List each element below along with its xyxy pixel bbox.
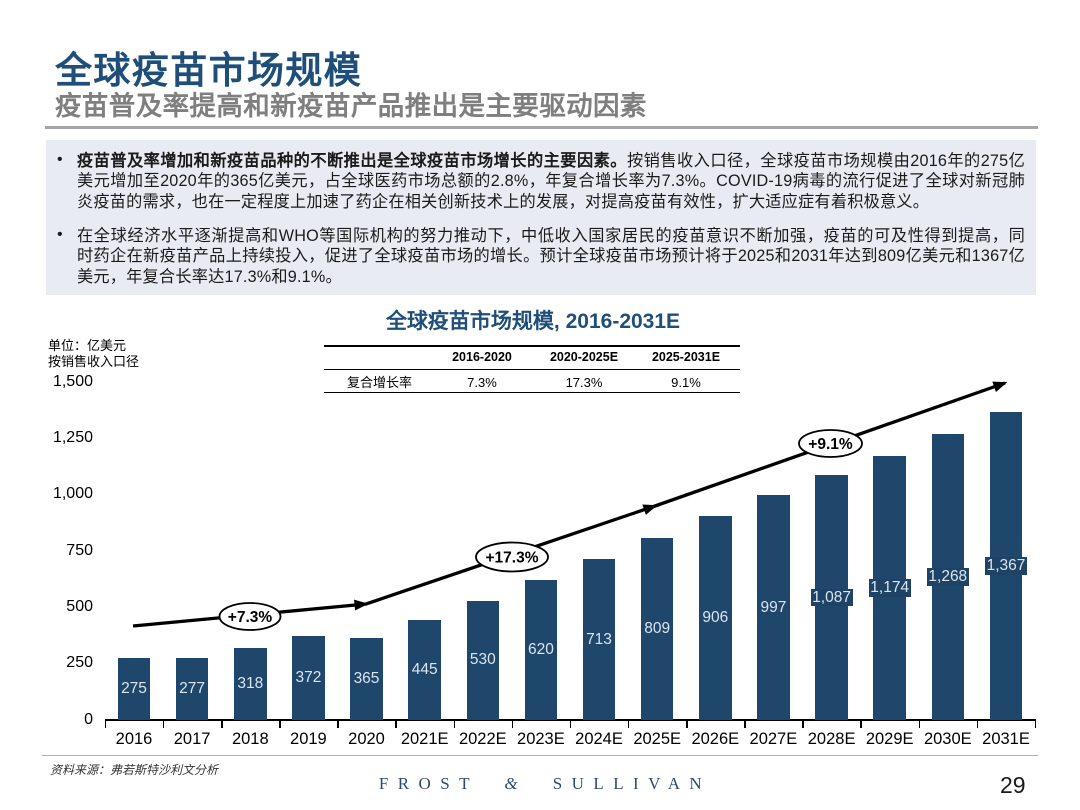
- svg-text:+17.3%: +17.3%: [485, 550, 538, 567]
- svg-text:+7.3%: +7.3%: [228, 609, 273, 626]
- svg-text:+9.1%: +9.1%: [808, 436, 853, 453]
